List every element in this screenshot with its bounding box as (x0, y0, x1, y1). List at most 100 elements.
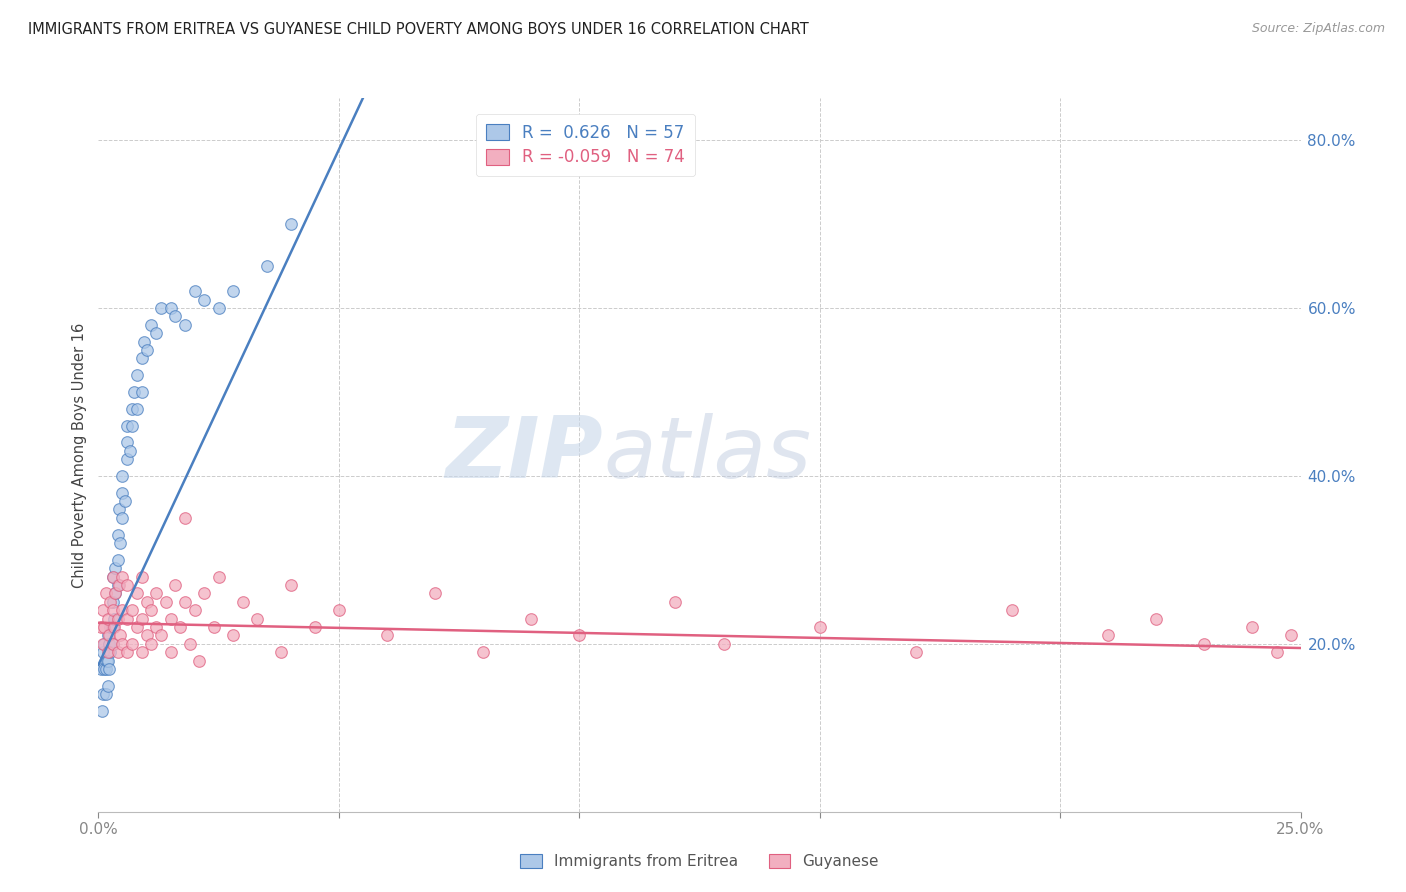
Point (1144, 612, 1167, 626)
Point (97, 612, 120, 626)
Point (117, 418, 139, 433)
Point (280, 217, 302, 231)
Point (121, 401, 143, 416)
Point (98, 662, 121, 676)
Point (159, 645, 181, 659)
Point (179, 637, 201, 651)
Point (141, 318, 163, 332)
Point (107, 578, 129, 592)
Point (125, 620, 148, 634)
Point (328, 603, 350, 617)
Point (94, 662, 117, 676)
Point (97, 679, 120, 693)
Point (165, 310, 187, 324)
Point (100, 620, 122, 634)
Point (174, 318, 197, 332)
Point (270, 645, 292, 659)
Point (93, 620, 115, 634)
Point (222, 628, 245, 642)
Point (101, 637, 124, 651)
Point (1001, 603, 1024, 617)
Point (169, 620, 191, 634)
Point (174, 595, 197, 609)
Point (155, 595, 177, 609)
Point (91, 603, 114, 617)
Point (121, 603, 143, 617)
Point (159, 301, 181, 315)
Text: atlas: atlas (603, 413, 811, 497)
Point (117, 452, 139, 467)
Point (135, 595, 157, 609)
Point (104, 586, 127, 600)
Point (125, 586, 148, 600)
Point (131, 569, 153, 583)
Point (111, 603, 134, 617)
Point (125, 401, 148, 416)
Point (1265, 645, 1288, 659)
Point (135, 343, 157, 357)
Point (111, 637, 134, 651)
Point (91, 637, 114, 651)
Point (188, 654, 211, 668)
Point (131, 384, 153, 399)
Point (111, 569, 134, 583)
Point (193, 293, 215, 307)
Point (141, 603, 163, 617)
Point (107, 578, 129, 592)
Point (103, 612, 125, 626)
Point (193, 586, 215, 600)
Point (117, 645, 139, 659)
Point (520, 612, 543, 626)
Point (165, 578, 187, 592)
Point (90, 662, 112, 676)
Point (208, 569, 231, 583)
Point (149, 301, 172, 315)
Point (222, 284, 245, 298)
Point (131, 351, 153, 366)
Point (904, 645, 927, 659)
Point (117, 612, 139, 626)
Point (96, 654, 118, 668)
Point (131, 645, 153, 659)
Point (107, 502, 129, 516)
Point (94, 586, 117, 600)
Point (121, 637, 143, 651)
Point (101, 569, 124, 583)
Point (100, 595, 122, 609)
Point (1097, 628, 1119, 642)
Point (107, 527, 129, 541)
Point (101, 595, 124, 609)
Point (472, 645, 495, 659)
Point (107, 612, 129, 626)
Point (97, 645, 120, 659)
Point (125, 368, 148, 383)
Point (111, 511, 134, 525)
Point (141, 637, 163, 651)
Point (103, 620, 125, 634)
Point (132, 334, 155, 349)
Point (1279, 628, 1302, 642)
Point (101, 569, 124, 583)
Point (159, 612, 181, 626)
Point (101, 620, 124, 634)
Text: IMMIGRANTS FROM ERITREA VS GUYANESE CHILD POVERTY AMONG BOYS UNDER 16 CORRELATIO: IMMIGRANTS FROM ERITREA VS GUYANESE CHIL… (28, 22, 808, 37)
Point (256, 259, 278, 273)
Point (131, 612, 153, 626)
Point (104, 561, 127, 575)
Point (107, 645, 129, 659)
Point (94, 687, 117, 701)
Point (111, 485, 134, 500)
Point (208, 301, 231, 315)
Text: ZIP: ZIP (446, 413, 603, 497)
Point (98, 637, 121, 651)
Point (174, 511, 197, 525)
Point (101, 603, 124, 617)
Point (145, 620, 167, 634)
Point (93, 662, 115, 676)
Point (118, 443, 141, 458)
Point (124, 384, 146, 399)
Point (108, 628, 131, 642)
Point (135, 628, 157, 642)
Point (232, 595, 254, 609)
Point (98, 628, 121, 642)
